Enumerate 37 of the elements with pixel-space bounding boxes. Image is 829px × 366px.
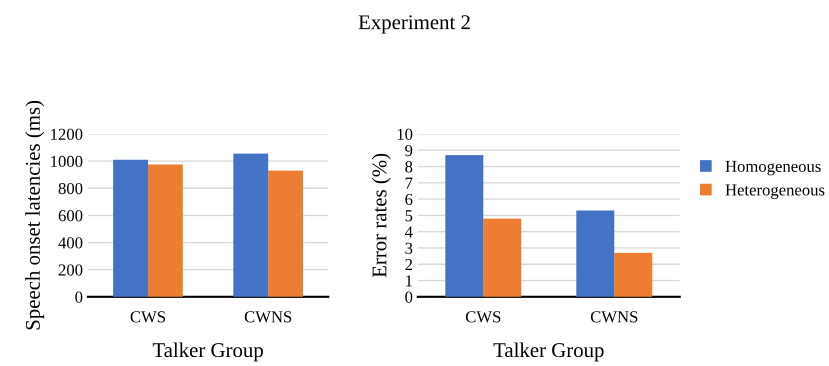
x-tick-label: CWNS: [590, 311, 638, 323]
y-tick-label: 7: [406, 178, 412, 189]
bar: [268, 170, 304, 297]
y-tick-label: 0: [405, 292, 412, 303]
y-tick-label: 4: [404, 226, 413, 238]
x-axis-title: Talker Group: [152, 342, 263, 362]
legend-label: Homogeneous: [726, 160, 821, 176]
x-tick-label: CWS: [466, 311, 500, 323]
chart-title: Experiment 2: [358, 15, 470, 34]
bar: [233, 154, 268, 297]
y-tick-label: 6: [405, 194, 412, 206]
y-tick-label: 10: [398, 128, 412, 140]
y-tick-label: 3: [405, 242, 412, 254]
bar: [148, 164, 183, 297]
bar: [614, 252, 652, 297]
x-axis-title: Talker Group: [494, 342, 604, 362]
y-tick-label: 0: [75, 292, 82, 303]
bar: [483, 218, 522, 297]
x-tick-label: CWNS: [244, 311, 292, 323]
y-tick-label: 8: [405, 161, 412, 172]
legend-label: Heterogeneous: [726, 184, 824, 199]
bar: [576, 210, 614, 297]
y-axis-title: Speech onset latencies (ms): [25, 100, 44, 330]
y-tick-label: 400: [58, 237, 82, 248]
y-tick-label: 1200: [51, 128, 82, 140]
bar: [445, 155, 484, 297]
bar: [113, 160, 148, 297]
y-axis-title: Error rates (%): [372, 154, 391, 278]
y-tick-label: 1: [406, 275, 412, 286]
y-tick-label: 9: [405, 144, 412, 156]
y-tick-label: 800: [58, 182, 82, 194]
y-tick-label: 1000: [51, 156, 82, 168]
y-tick-label: 2: [405, 259, 412, 270]
y-tick-label: 5: [406, 210, 412, 222]
y-tick-label: 600: [58, 210, 82, 222]
x-tick-label: CWS: [130, 311, 165, 323]
y-tick-label: 200: [58, 264, 82, 276]
